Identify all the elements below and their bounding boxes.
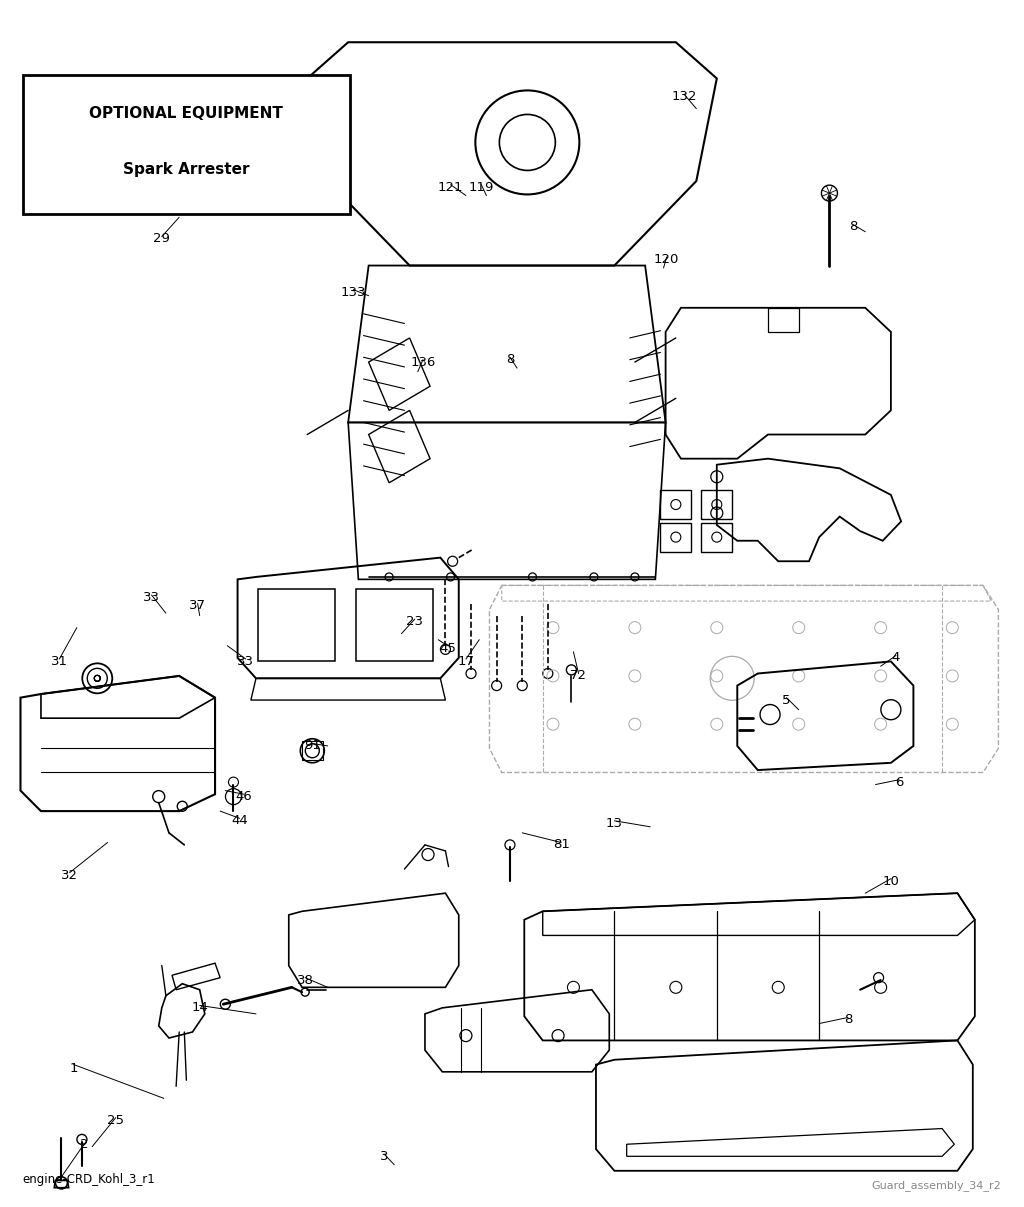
Text: 45: 45 xyxy=(439,642,456,654)
Text: 44: 44 xyxy=(231,815,248,827)
Text: 25: 25 xyxy=(108,1114,124,1126)
Bar xyxy=(302,741,323,760)
Text: 31: 31 xyxy=(51,655,68,667)
Bar xyxy=(660,490,691,519)
Bar xyxy=(356,589,433,661)
Text: 2: 2 xyxy=(80,1138,88,1150)
Text: 13: 13 xyxy=(606,817,623,829)
Text: 8: 8 xyxy=(849,221,857,233)
Circle shape xyxy=(55,1177,68,1189)
Text: 119: 119 xyxy=(469,181,494,193)
Text: OPTIONAL EQUIPMENT: OPTIONAL EQUIPMENT xyxy=(89,106,284,121)
Text: 46: 46 xyxy=(236,791,252,803)
Bar xyxy=(23,75,350,214)
Bar xyxy=(660,523,691,552)
Text: 1: 1 xyxy=(70,1062,78,1074)
Text: 8: 8 xyxy=(844,1014,852,1026)
Text: 6: 6 xyxy=(895,776,903,788)
Text: 17: 17 xyxy=(458,655,474,667)
Text: 38: 38 xyxy=(297,974,313,986)
Text: 132: 132 xyxy=(672,91,696,103)
Text: 136: 136 xyxy=(411,356,435,368)
Text: engine-CRD_Kohl_3_r1: engine-CRD_Kohl_3_r1 xyxy=(23,1173,156,1186)
Text: 32: 32 xyxy=(61,869,78,881)
Text: 37: 37 xyxy=(189,600,206,612)
Text: Spark Arrester: Spark Arrester xyxy=(123,162,250,176)
Text: 120: 120 xyxy=(654,253,679,266)
Text: 10: 10 xyxy=(883,875,899,887)
Bar xyxy=(701,523,732,552)
Text: 3: 3 xyxy=(380,1150,388,1162)
Text: 91: 91 xyxy=(304,740,321,752)
Text: 121: 121 xyxy=(438,181,463,193)
Text: 29: 29 xyxy=(154,233,170,245)
Text: 72: 72 xyxy=(570,670,587,682)
Text: 133: 133 xyxy=(341,286,366,298)
Text: 81: 81 xyxy=(553,839,569,851)
Text: 8: 8 xyxy=(506,354,514,366)
Bar xyxy=(701,490,732,519)
Text: 33: 33 xyxy=(238,655,254,667)
Text: 4: 4 xyxy=(892,652,900,664)
Text: Guard_assembly_34_r2: Guard_assembly_34_r2 xyxy=(871,1180,1001,1191)
Bar xyxy=(258,589,335,661)
Text: 5: 5 xyxy=(782,694,791,706)
Text: 14: 14 xyxy=(191,1002,208,1014)
Text: 23: 23 xyxy=(407,616,423,628)
Text: 33: 33 xyxy=(143,591,160,604)
